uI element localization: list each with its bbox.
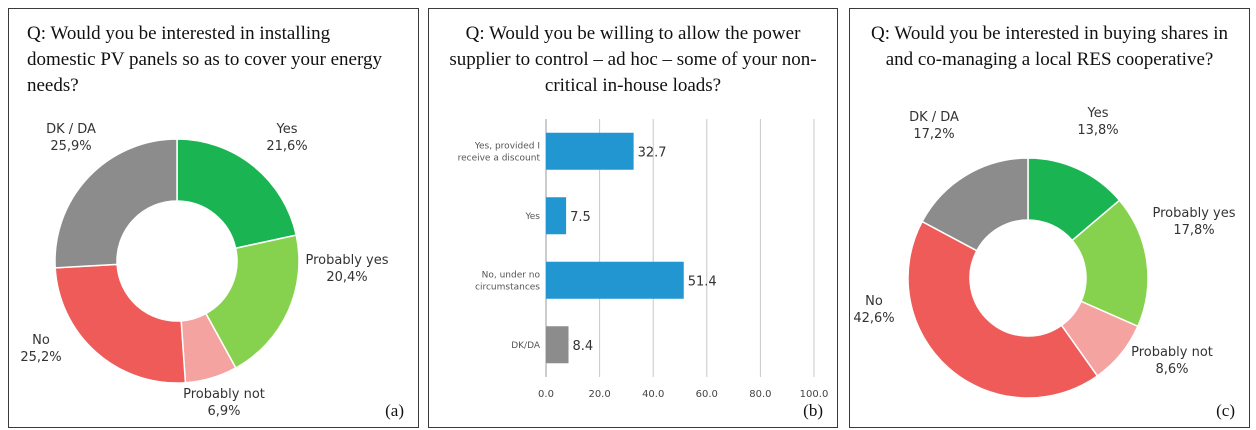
bar bbox=[546, 197, 567, 235]
slice-label: Probably not bbox=[183, 387, 265, 402]
bar-value-label: 51.4 bbox=[688, 274, 717, 289]
slice-label: No bbox=[865, 294, 883, 309]
x-tick-label: 20.0 bbox=[588, 389, 610, 400]
slice-value: 25,9% bbox=[50, 139, 91, 154]
slice-value: 6,9% bbox=[207, 404, 240, 419]
slice-value: 20,4% bbox=[326, 270, 367, 285]
bar bbox=[546, 326, 569, 364]
x-tick-label: 100.0 bbox=[800, 389, 829, 400]
chart-title: Q: Would you be interested in buying sha… bbox=[871, 23, 1228, 70]
slice-label: Probably yes bbox=[1153, 206, 1236, 221]
slice-no bbox=[54, 263, 187, 384]
slice-value: 21,6% bbox=[266, 139, 307, 154]
chart-title: Q: Would you be interested in installing… bbox=[27, 23, 382, 96]
category-label: Yes bbox=[524, 212, 540, 222]
panel-label: (b) bbox=[803, 401, 823, 420]
slice-value: 25,2% bbox=[20, 350, 61, 365]
slice-value: 17,2% bbox=[913, 127, 954, 142]
bar-value-label: 32.7 bbox=[638, 145, 667, 160]
bar-value-label: 7.5 bbox=[570, 210, 591, 225]
slice-label: Yes bbox=[276, 122, 298, 137]
slice-dk-da bbox=[54, 138, 178, 269]
panel-label: (a) bbox=[385, 401, 404, 420]
category-label: circumstances bbox=[475, 282, 540, 292]
x-tick-label: 60.0 bbox=[696, 389, 718, 400]
x-tick-label: 0.0 bbox=[538, 389, 554, 400]
slice-probably-yes bbox=[204, 234, 300, 369]
donut-chart-res-cooperative: Yes 13,8% Probably yes 17,8% Probably not 8,6… bbox=[853, 106, 1236, 399]
slice-value: 17,8% bbox=[1173, 223, 1214, 238]
slice-value: 42,6% bbox=[853, 311, 894, 326]
slice-yes bbox=[176, 138, 298, 250]
x-tick-label: 80.0 bbox=[749, 389, 771, 400]
slice-label: DK / DA bbox=[909, 110, 959, 125]
bar-value-label: 8.4 bbox=[573, 339, 594, 354]
slice-label: DK / DA bbox=[46, 122, 96, 137]
category-label: DK/DA bbox=[511, 341, 541, 351]
slice-value: 8,6% bbox=[1155, 362, 1188, 377]
category-label: Yes, provided I bbox=[474, 141, 540, 151]
category-label: receive a discount bbox=[458, 153, 541, 163]
chart-title: Q: Would you be willing to allow the pow… bbox=[449, 23, 817, 96]
slice-no bbox=[907, 220, 1099, 399]
bar bbox=[546, 132, 634, 170]
chart-panel-pv: Q: Would you be interested in installing… bbox=[8, 8, 419, 428]
slice-label: Probably yes bbox=[306, 253, 389, 268]
slice-label: Probably not bbox=[1131, 345, 1213, 360]
slice-value: 13,8% bbox=[1077, 123, 1118, 138]
donut-chart-pv: Yes 21,6% Probably yes 20,4% Probably not 6,9… bbox=[20, 122, 389, 419]
chart-panel-load-control: Q: Would you be willing to allow the pow… bbox=[428, 8, 838, 428]
slice-label: No bbox=[32, 333, 50, 348]
slice-dk-da bbox=[921, 157, 1029, 252]
panel-label: (c) bbox=[1216, 401, 1235, 420]
bar-chart-load-control: 0.0 20.0 40.0 60.0 80.0 100.0 32.7 Yes, provide… bbox=[458, 119, 829, 400]
x-tick-label: 40.0 bbox=[642, 389, 664, 400]
category-label: No, under no bbox=[482, 270, 541, 280]
chart-panel-res-cooperative: Q: Would you be interested in buying sha… bbox=[849, 8, 1250, 428]
slice-label: Yes bbox=[1087, 106, 1109, 121]
bar bbox=[546, 261, 684, 299]
